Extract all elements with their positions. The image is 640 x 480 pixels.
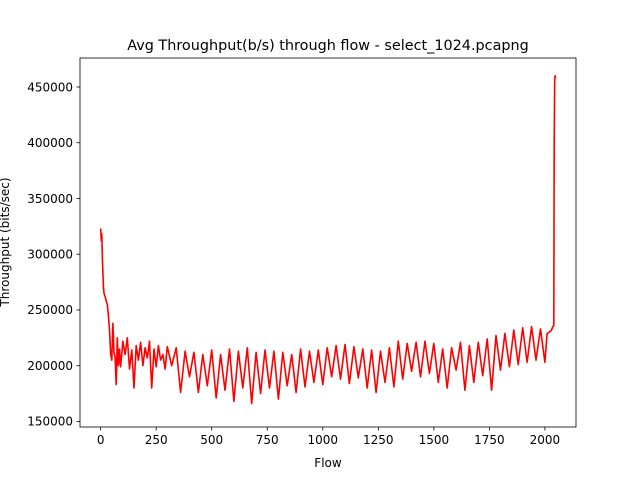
- y-axis-ticks: 150000 200000 250000 300000 350000 400000 4500…: [27, 80, 80, 429]
- x-axis-ticks: 0 250 500 750 1000 1250 1500 1750 2000: [97, 427, 560, 447]
- x-tick-label: 1250: [363, 433, 394, 447]
- y-axis-label: Throughput (bits/sec): [0, 177, 12, 307]
- y-tick-label: 400000: [27, 136, 73, 150]
- x-tick-label: 500: [200, 433, 223, 447]
- plot-series: [99, 75, 557, 405]
- y-tick-label: 150000: [27, 415, 73, 429]
- throughput-series-line: [99, 75, 557, 405]
- x-tick-label: 750: [256, 433, 279, 447]
- chart-title: Avg Throughput(b/s) through flow - selec…: [127, 38, 529, 54]
- plot-frame: [79, 57, 577, 428]
- x-tick-label: 2000: [530, 433, 561, 447]
- y-tick-label: 450000: [27, 80, 73, 94]
- y-tick-label: 250000: [27, 303, 73, 317]
- x-tick-label: 250: [145, 433, 168, 447]
- x-tick-label: 0: [97, 433, 105, 447]
- x-tick-label: 1000: [308, 433, 339, 447]
- x-axis-label: Flow: [314, 456, 342, 470]
- y-tick-label: 200000: [27, 359, 73, 373]
- x-tick-label: 1750: [474, 433, 505, 447]
- y-tick-label: 350000: [27, 192, 73, 206]
- x-tick-label: 1500: [419, 433, 450, 447]
- y-tick-label: 300000: [27, 248, 73, 262]
